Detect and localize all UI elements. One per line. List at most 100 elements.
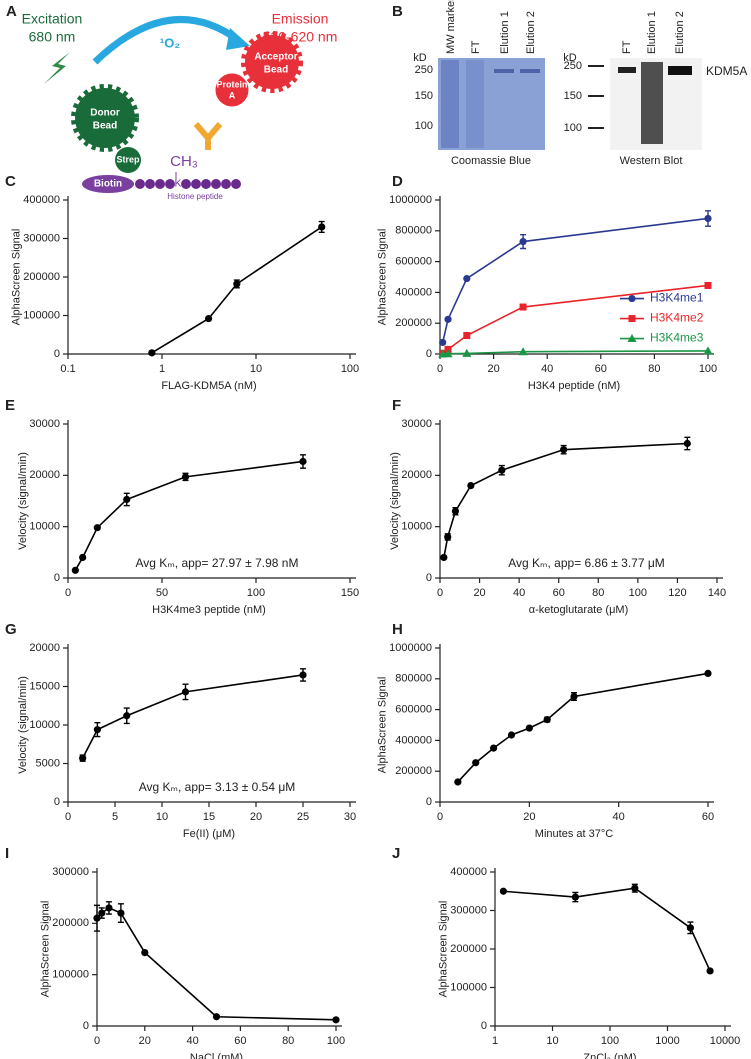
point [451, 507, 460, 515]
label: Biotin [94, 179, 122, 190]
x-tick-label: 30 [344, 811, 356, 823]
panel-letter: C [5, 173, 16, 190]
y-tick-label: 1000000 [389, 194, 432, 206]
ft-lane [466, 60, 484, 148]
x-tick-label: 1000 [655, 1035, 679, 1047]
strep [115, 147, 141, 173]
chart: I 0 100000 200000 300000 0 20 40 60 80 100 NaCl (mM… [5, 845, 345, 1059]
panel-letter: F [392, 397, 401, 414]
point [467, 482, 475, 490]
label: Donor [90, 108, 120, 119]
label: Protein [216, 79, 247, 89]
x-tick-label: 80 [648, 363, 660, 375]
label: Histone peptide [167, 192, 223, 201]
label: CH₃ [170, 153, 198, 170]
label: ¹O₂ [160, 35, 180, 50]
y-tick-label: 100000 [23, 309, 60, 321]
x-tick-label: 0 [94, 1035, 100, 1047]
x-tick-label: 50 [156, 587, 168, 599]
marker-lane [441, 60, 459, 148]
point [704, 669, 712, 678]
arrow [92, 16, 241, 65]
band [668, 66, 692, 75]
x-tick-label: 0 [437, 587, 443, 599]
point [444, 315, 452, 323]
panel-letter: J [392, 845, 400, 862]
x-tick-label: 60 [553, 587, 565, 599]
y-tick-label: 400000 [23, 194, 60, 206]
x-tick-label: 10 [250, 363, 262, 375]
x-tick-label: 80 [592, 587, 604, 599]
chart: G 0 5000 10000 15000 20000 0 5 10 15 20 25 30 Fe(II) … [5, 621, 356, 840]
panel-letter: H [392, 621, 403, 638]
point [560, 446, 568, 454]
y-tick-label: 300000 [450, 904, 487, 916]
mw-label: 150 [415, 90, 433, 102]
y-tick-label: 1000000 [389, 642, 432, 654]
x-tick-label: 40 [186, 1035, 198, 1047]
point [519, 237, 527, 246]
point [543, 716, 551, 724]
x-axis-title: FLAG-KDM5A (nM) [161, 380, 256, 392]
x-tick-label: 60 [702, 811, 714, 823]
peptide [135, 179, 241, 189]
y-tick-label: 200000 [52, 917, 89, 929]
point [93, 726, 101, 734]
y-tick-label: 0 [54, 796, 60, 808]
band [494, 69, 514, 73]
point [233, 280, 241, 288]
band [641, 62, 663, 144]
annotation: Avg Kₘ, app= 3.13 ± 0.54 μM [139, 780, 296, 794]
gel-panel: B kD 250 150 100 MW marker FT Elution 1 … [392, 0, 747, 167]
x-tick-label: 20 [487, 363, 499, 375]
label: Strep [116, 154, 140, 164]
y-tick-label: 300000 [52, 866, 89, 878]
point [123, 495, 131, 504]
x-tick-label: 60 [234, 1035, 246, 1047]
panel-letter: D [392, 173, 403, 190]
lane-label: Elution 1 [646, 11, 658, 54]
label: A [229, 90, 236, 100]
y-tick-label: 0 [481, 1020, 487, 1032]
panel-letter: E [5, 397, 15, 414]
x-tick-label: 100 [601, 1035, 619, 1047]
panel-letter: A [6, 3, 17, 20]
panel-letter: B [392, 3, 403, 20]
label: Emission [272, 11, 329, 27]
y-tick-label: 0 [426, 348, 432, 360]
x-tick-label: 120 [668, 587, 686, 599]
chart: F 0 10000 20000 30000 0 20 40 60 80 100 120 140 α-ket… [389, 397, 726, 616]
series-line [81, 674, 304, 759]
y-axis-title: Velocity (signal/min) [17, 676, 29, 774]
legend-label: H3K4me3 [650, 331, 704, 345]
y-tick-label: 0 [54, 348, 60, 360]
y-tick-label: 30000 [29, 418, 60, 430]
panel-letter: G [5, 621, 17, 638]
y-tick-label: 10000 [29, 521, 60, 533]
lane-label: MW marker [445, 0, 457, 54]
point [181, 473, 190, 481]
point [704, 281, 712, 289]
antibody [193, 122, 223, 150]
point [93, 524, 101, 532]
label: Bead [264, 65, 288, 76]
point [683, 439, 691, 448]
point [299, 671, 307, 679]
y-tick-label: 400000 [395, 734, 432, 746]
biotin [82, 175, 134, 193]
point [318, 223, 326, 231]
x-tick-label: 10 [546, 1035, 558, 1047]
point [181, 688, 190, 696]
series-line [443, 442, 688, 558]
point [443, 349, 453, 358]
x-tick-label: 20 [523, 811, 535, 823]
protein-a [214, 72, 250, 108]
x-tick-label: 40 [513, 587, 525, 599]
y-tick-label: 200000 [395, 317, 432, 329]
annotation: Avg Kₘ, app= 6.86 ± 3.77 μM [508, 556, 665, 570]
point [299, 457, 307, 466]
x-axis-title: ZnCl₂ (nM) [583, 1052, 636, 1059]
lane-label: Elution 2 [525, 11, 537, 54]
x-tick-label: 0 [437, 811, 443, 823]
mw-label: 100 [415, 120, 433, 132]
